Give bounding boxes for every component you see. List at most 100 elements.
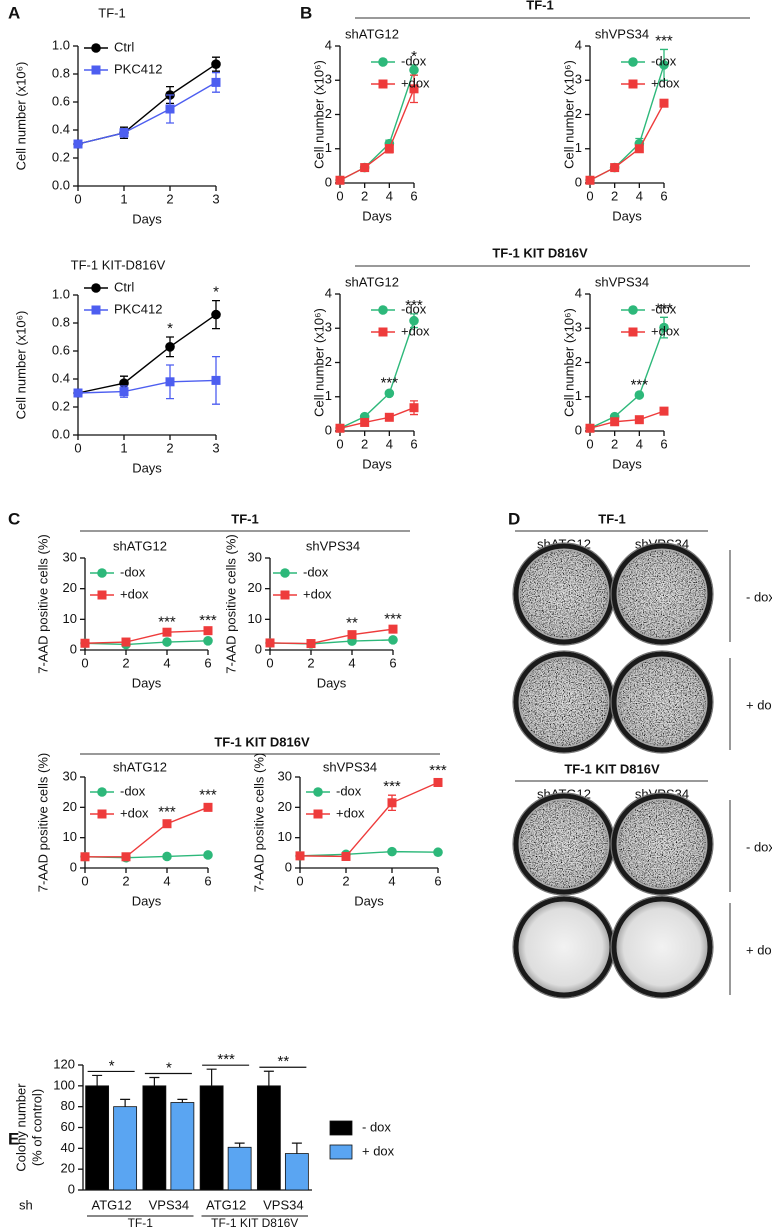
legend-marker [280,590,290,600]
data-point [610,417,620,427]
x-tick-label: 3 [212,191,219,206]
legend-label: +dox [120,805,149,820]
series-line [589,410,665,429]
y-tick-label: 20 [61,1161,75,1176]
x-tick-label: 0 [336,436,343,451]
series-line [339,407,415,429]
data-point [165,377,175,387]
legend-label: -dox [401,301,427,316]
legend-label: +dox [401,323,430,338]
error-bar [149,1076,160,1086]
x-tick-label: 2 [611,436,618,451]
chart-title: shATG12 [345,26,399,41]
data-point [634,144,644,154]
y-tick-label: 10 [63,829,77,844]
x-tick-label: 2 [166,440,173,455]
chart-title: shVPS34 [595,26,649,41]
y-tick-label: 3 [575,320,582,335]
chart-title: TF-1 KIT-D816V [71,257,166,272]
data-point [634,390,645,400]
y-tick-label: 0 [255,641,262,656]
x-tick-label: ATG12 [92,1197,132,1212]
error-bar [177,1098,188,1103]
y-tick-label: 3 [325,320,332,335]
data-point [80,638,90,648]
data-point [335,175,345,185]
series-line [77,379,217,394]
x-tick-label: 1 [120,440,127,455]
data-point [121,852,131,862]
significance: *** [383,778,401,795]
x-tick-label: 4 [386,436,393,451]
x-tick-label: 0 [74,440,81,455]
data-point [203,850,213,860]
x-tick-label: 2 [342,873,349,888]
y-tick-label: 0 [285,859,292,874]
data-point [73,388,83,398]
x-tick-label: 0 [81,873,88,888]
y-tick-label: 10 [63,611,77,626]
x-tick-label: 6 [204,655,211,670]
legend-marker [97,809,107,819]
data-point [341,851,351,861]
series-line [77,314,217,394]
y-tick-label: 2 [325,354,332,369]
legend-label: +dox [336,805,365,820]
group-header: TF-1 [526,0,553,12]
y-tick-label: 20 [63,799,77,814]
y-tick-label: 4 [575,285,582,300]
y-tick-label: 20 [63,580,77,595]
significance: *** [655,300,673,317]
significance: *** [655,32,673,49]
series-line [299,850,439,857]
data-point [211,309,221,320]
y-tick-label: 0.6 [52,93,70,108]
legend-marker [628,327,638,337]
y-tick-label: 0 [325,422,332,437]
data-point [360,163,370,173]
x-tick-label: 4 [348,655,355,670]
y-tick-label: 1 [325,140,332,155]
legend-marker [280,568,290,578]
x-tick-label: 6 [389,655,396,670]
series-line [339,88,415,181]
significance: * [166,1059,172,1076]
x-tick-label: 0 [266,655,273,670]
x-tick-label: 0 [336,188,343,203]
data-point [659,322,669,333]
data-point [335,423,345,433]
y-tick-label: 0.6 [52,342,70,357]
x-tick-label: 0 [296,873,303,888]
legend-label: -dox [336,783,362,798]
y-tick-label: 0.2 [52,149,70,164]
y-axis-label: Cell number (x10⁶) [311,60,326,169]
x-tick-label: 4 [636,188,643,203]
chart-title: shATG12 [113,759,167,774]
x-tick-label: ATG12 [206,1197,246,1212]
data-point [409,84,419,94]
y-tick-label: 30 [248,549,262,564]
x-tick-label: 2 [307,655,314,670]
chart-title: shATG12 [345,274,399,289]
legend-marker [628,57,638,67]
data-point [162,637,172,647]
series-line [77,81,217,145]
data-point [634,415,644,425]
chart-title: TF-1 [98,5,125,20]
legend-marker [378,327,388,337]
significance: *** [158,804,176,821]
bar [85,1085,110,1191]
data-point [409,315,419,326]
y-tick-label: 1 [575,388,582,403]
legend-marker [91,305,101,315]
chart-title: shVPS34 [595,274,649,289]
y-tick-label: 30 [63,768,77,783]
significance: *** [199,787,217,804]
legend-label: -dox [120,783,146,798]
data-point [384,144,394,154]
legend-marker [378,57,388,67]
legend-marker [313,787,323,797]
colony-speckle [520,800,608,888]
x-tick-label: 6 [660,188,667,203]
